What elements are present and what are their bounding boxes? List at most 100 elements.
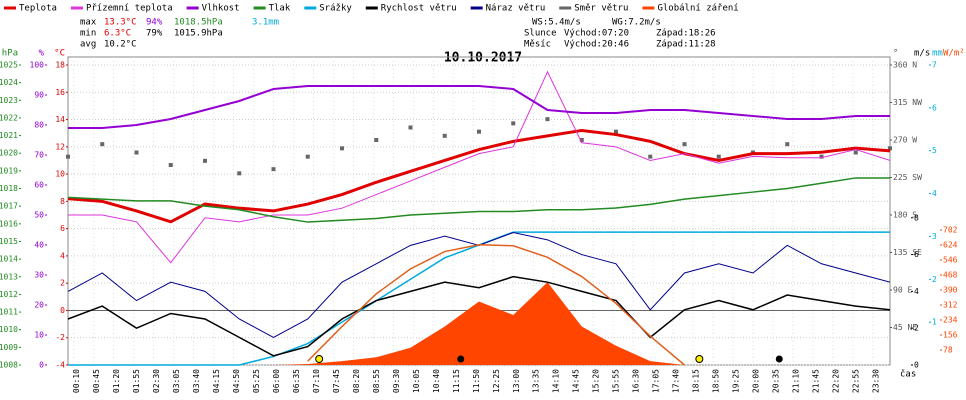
x-tick-label: 16:30 bbox=[632, 369, 641, 393]
x-tick-label: 17:40 bbox=[672, 369, 681, 393]
scatter-point bbox=[785, 142, 790, 147]
y-tick-label: 1009 bbox=[0, 343, 18, 352]
x-tick-label: 00:10 bbox=[72, 369, 81, 393]
axis-title: W/m² bbox=[943, 49, 965, 59]
x-tick-label: 11:50 bbox=[472, 369, 481, 393]
series-line bbox=[67, 177, 890, 223]
y-tick-label: -4 bbox=[55, 361, 65, 370]
scatter-point bbox=[853, 150, 858, 155]
scatter-point bbox=[237, 171, 242, 176]
y-tick-label: 7 bbox=[932, 61, 937, 70]
x-tick-label: 13:35 bbox=[532, 369, 541, 393]
sun-marker bbox=[315, 355, 324, 363]
y-tick-label: 1025 bbox=[0, 61, 18, 70]
x-tick-label: 19:25 bbox=[732, 369, 741, 393]
scatter-point bbox=[374, 138, 379, 142]
scatter-point bbox=[203, 158, 207, 163]
y-tick-label: 315 NW bbox=[893, 98, 922, 107]
legend-label: Vlhkost bbox=[202, 4, 240, 14]
x-tick-label: 22:20 bbox=[831, 369, 840, 393]
y-tick-label: 80 bbox=[34, 121, 44, 130]
y-tick-label: 360 N bbox=[893, 61, 917, 70]
x-tick-label: 18:50 bbox=[712, 369, 721, 393]
x-tick-label: 06:00 bbox=[272, 369, 281, 393]
x-tick-label: 05:25 bbox=[252, 369, 261, 393]
y-tick-label: 0 bbox=[60, 306, 65, 315]
axis-title: ° bbox=[893, 49, 898, 59]
y-tick-label: 1016 bbox=[0, 219, 18, 228]
y-tick-label: -2 bbox=[55, 333, 65, 342]
legend-label: Globální záření bbox=[657, 4, 738, 14]
stat-text: 10.2°C bbox=[104, 40, 137, 50]
axis-title: % bbox=[39, 49, 45, 59]
y-tick-label: 2 bbox=[60, 279, 65, 288]
y-tick-label: 2 bbox=[914, 324, 919, 333]
y-tick-label: 6 bbox=[60, 224, 65, 233]
legend-label: Přízemní teplota bbox=[86, 4, 173, 14]
y-tick-label: 4 bbox=[60, 251, 65, 260]
y-tick-label: 16 bbox=[55, 88, 65, 97]
x-tick-label: 18:15 bbox=[692, 369, 701, 393]
stat-text: 94% bbox=[146, 18, 163, 28]
y-tick-label: 1008 bbox=[0, 361, 18, 370]
x-tick-label: 07:45 bbox=[332, 369, 341, 393]
x-tick-label: 10:05 bbox=[412, 369, 421, 393]
y-tick-label: 225 SW bbox=[893, 173, 922, 182]
x-tick-label: 06:35 bbox=[292, 369, 301, 393]
stat-text: 3.1mm bbox=[252, 18, 279, 28]
y-tick-label: 1021 bbox=[0, 131, 18, 140]
legend-label: Teplota bbox=[19, 4, 57, 14]
stat-text: 13.3°C bbox=[104, 18, 137, 28]
stat-text: 79% bbox=[146, 29, 163, 39]
y-tick-label: 468 bbox=[943, 271, 958, 280]
x-axis-label: čas bbox=[900, 369, 916, 380]
scatter-point bbox=[442, 133, 447, 138]
axis-title: mm bbox=[932, 49, 943, 59]
scatter-point bbox=[819, 154, 824, 159]
scatter-point bbox=[682, 142, 687, 147]
y-tick-label: 180 S bbox=[893, 211, 917, 220]
scatter-point bbox=[408, 125, 413, 130]
y-tick-label: 8 bbox=[914, 213, 919, 222]
legend-label: Směr větru bbox=[574, 4, 628, 14]
y-tick-label: 70 bbox=[34, 151, 44, 160]
x-tick-label: 02:30 bbox=[152, 369, 161, 393]
y-tick-label: 3 bbox=[932, 232, 937, 241]
y-tick-label: 390 bbox=[943, 286, 958, 295]
stat-text: min bbox=[80, 29, 96, 39]
stat-text: 1015.9hPa bbox=[174, 29, 223, 39]
legend-label: Náraz větru bbox=[486, 4, 546, 14]
y-tick-label: 702 bbox=[943, 226, 958, 235]
stat-text: WS:5.4m/s bbox=[532, 18, 581, 28]
y-tick-label: 30 bbox=[34, 271, 44, 280]
y-tick-label: 14 bbox=[55, 115, 65, 124]
x-tick-label: 20:35 bbox=[771, 369, 780, 393]
y-tick-label: 1014 bbox=[0, 255, 18, 264]
series-line bbox=[67, 275, 891, 357]
y-tick-label: 45 NE bbox=[893, 323, 917, 332]
x-tick-label: 21:45 bbox=[811, 369, 820, 393]
x-tick-label: 08:20 bbox=[352, 369, 361, 393]
axis-title: hPa bbox=[2, 49, 18, 59]
y-tick-label: 1013 bbox=[0, 272, 18, 281]
y-tick-label: 312 bbox=[943, 301, 958, 310]
y-tick-label: 5 bbox=[932, 146, 937, 155]
stat-text: 6.3°C bbox=[104, 29, 131, 39]
x-tick-label: 07:10 bbox=[312, 369, 321, 393]
y-tick-label: 40 bbox=[34, 241, 44, 250]
theoretical-radiation-line bbox=[307, 244, 685, 366]
stat-text: Východ:20:46 bbox=[564, 40, 629, 50]
y-tick-label: 90 bbox=[34, 91, 44, 100]
sun-marker bbox=[695, 355, 704, 363]
y-tick-label: 100 bbox=[30, 61, 45, 70]
moon-marker bbox=[457, 355, 465, 363]
stat-text: Západ:18:26 bbox=[656, 29, 716, 39]
x-tick-label: 13:00 bbox=[512, 369, 521, 393]
legend-label: Srážky bbox=[319, 4, 352, 14]
scatter-point bbox=[579, 138, 584, 142]
scatter-point bbox=[340, 146, 344, 151]
scatter-point bbox=[477, 129, 481, 134]
scatter-point bbox=[545, 117, 550, 122]
scatter-point bbox=[614, 129, 618, 134]
scatter-point bbox=[648, 154, 653, 159]
